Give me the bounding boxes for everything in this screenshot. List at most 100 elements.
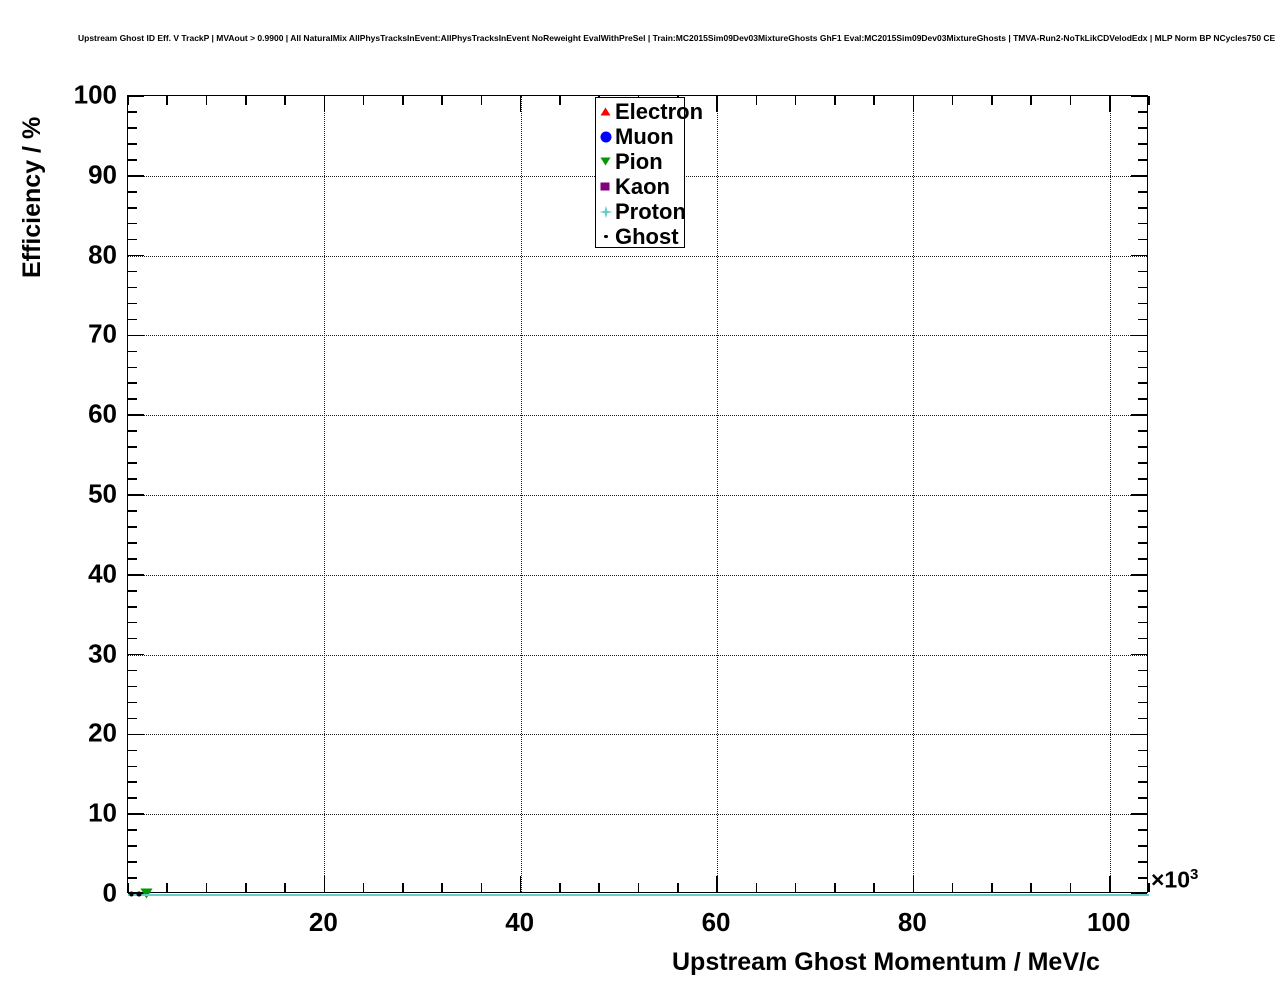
y-axis-minor-tick [1138, 701, 1147, 704]
y-axis-minor-tick [128, 781, 137, 784]
grid-line-vertical [1109, 96, 1111, 892]
y-axis-minor-tick [1138, 589, 1147, 592]
x-axis-minor-tick [1030, 883, 1032, 892]
x-axis-minor-tick [834, 96, 836, 105]
legend-entry-electron[interactable]: Electron [598, 99, 703, 124]
x-axis-major-tick [1108, 876, 1111, 892]
y-axis-tick-label: 60 [88, 398, 117, 429]
x-axis-minor-tick [362, 96, 365, 105]
y-axis-tick-label: 10 [88, 797, 117, 828]
y-axis-minor-tick [1138, 270, 1147, 273]
y-axis-minor-tick [128, 206, 137, 209]
y-axis-minor-tick [128, 526, 137, 528]
y-axis-tick-label: 20 [88, 717, 117, 748]
y-axis-minor-tick [1138, 510, 1147, 512]
y-axis-tick-label: 40 [88, 558, 117, 589]
x-axis-minor-tick [873, 883, 875, 892]
data-point-pion [140, 888, 153, 901]
x-axis-major-tick [323, 96, 326, 112]
y-axis-minor-tick [1138, 478, 1147, 480]
legend-box[interactable]: Electron Muon Pion Kaon Proton Ghost [595, 97, 703, 249]
grid-line-vertical [324, 96, 326, 892]
x-axis-exponent-base: ×10 [1151, 866, 1191, 893]
y-axis-major-tick [1131, 334, 1147, 337]
y-axis-minor-tick [1138, 350, 1147, 353]
y-axis-minor-tick [128, 318, 137, 321]
y-axis-minor-tick [1138, 877, 1147, 879]
y-axis-minor-tick [128, 829, 137, 831]
legend-marker-ghost-icon [598, 227, 614, 247]
x-axis-minor-tick [559, 96, 561, 105]
y-axis-major-tick [128, 254, 144, 257]
y-axis-minor-tick [1138, 159, 1147, 161]
y-axis-minor-tick [1138, 446, 1147, 448]
x-axis-tick-label: 80 [897, 907, 927, 937]
x-axis-major-tick [716, 96, 718, 112]
legend-entry-proton[interactable]: Proton [598, 199, 686, 224]
y-axis-minor-tick [128, 238, 137, 241]
data-point-ghost [126, 889, 137, 900]
y-axis-minor-tick [1138, 127, 1147, 129]
y-axis-minor-tick [128, 430, 137, 432]
y-axis-minor-tick [128, 286, 137, 289]
y-axis-minor-tick [128, 797, 137, 800]
y-axis-minor-tick [1138, 190, 1147, 193]
y-axis-minor-tick [1138, 206, 1147, 209]
grid-line-vertical [520, 96, 522, 892]
x-axis-minor-tick [951, 883, 954, 892]
y-axis-major-tick [128, 574, 144, 576]
y-axis-minor-tick [1138, 286, 1147, 289]
y-axis-minor-tick [128, 765, 137, 768]
x-axis-minor-tick [127, 883, 129, 892]
x-axis-minor-tick [598, 883, 601, 892]
y-axis-minor-tick [1138, 143, 1147, 145]
legend-entry-kaon[interactable]: Kaon [598, 174, 670, 199]
y-axis-major-tick [1131, 175, 1147, 177]
grid-line-horizontal [128, 495, 1147, 496]
x-axis-exponent-power: 3 [1190, 866, 1199, 883]
x-axis-major-tick [912, 876, 915, 892]
y-axis-major-tick [1131, 893, 1147, 895]
y-axis-minor-tick [128, 270, 137, 273]
plot-frame [127, 95, 1150, 899]
y-axis-minor-tick [1138, 111, 1147, 113]
x-axis-minor-tick [991, 96, 993, 105]
y-axis-minor-tick [128, 542, 137, 544]
grid-line-horizontal [128, 734, 1147, 736]
legend-entry-pion[interactable]: Pion [598, 149, 663, 174]
y-axis-minor-tick [128, 302, 137, 305]
legend-entry-ghost[interactable]: Ghost [598, 224, 679, 249]
y-axis-major-tick [1131, 733, 1147, 736]
x-axis-minor-tick [873, 96, 875, 105]
y-axis-minor-tick [128, 159, 137, 161]
x-axis-tick-label: 60 [701, 907, 731, 937]
legend-entry-muon[interactable]: Muon [598, 124, 674, 149]
y-axis-minor-tick [1138, 685, 1147, 688]
y-axis-minor-tick [1138, 845, 1147, 847]
x-axis-minor-tick [441, 96, 443, 105]
x-axis-major-tick [519, 96, 522, 112]
x-axis-tick-label: 40 [505, 907, 535, 937]
y-axis-minor-tick [1138, 781, 1147, 784]
y-axis-minor-tick [1138, 238, 1147, 241]
y-axis-tick-label: 50 [88, 478, 117, 509]
y-axis-tick-label: 0 [102, 877, 117, 908]
x-axis-minor-tick [1148, 96, 1150, 105]
legend-label: Muon [615, 123, 674, 149]
x-axis-minor-tick [441, 883, 443, 892]
x-axis-minor-tick [402, 96, 404, 105]
y-axis-minor-tick [1138, 717, 1147, 720]
x-axis-minor-tick [755, 96, 758, 105]
y-axis-major-tick [1131, 254, 1147, 257]
y-axis-tick-label: 30 [88, 638, 117, 669]
y-axis-minor-tick [1138, 621, 1147, 624]
y-axis-major-tick [1131, 574, 1147, 576]
grid-line-vertical [913, 96, 915, 892]
y-axis-minor-tick [128, 350, 137, 353]
x-axis-minor-tick [637, 883, 640, 892]
y-axis-minor-tick [128, 621, 137, 624]
y-axis-minor-tick [128, 143, 137, 145]
y-axis-minor-tick [128, 111, 137, 113]
y-axis-minor-tick [1138, 861, 1147, 863]
y-axis-minor-tick [128, 701, 137, 704]
